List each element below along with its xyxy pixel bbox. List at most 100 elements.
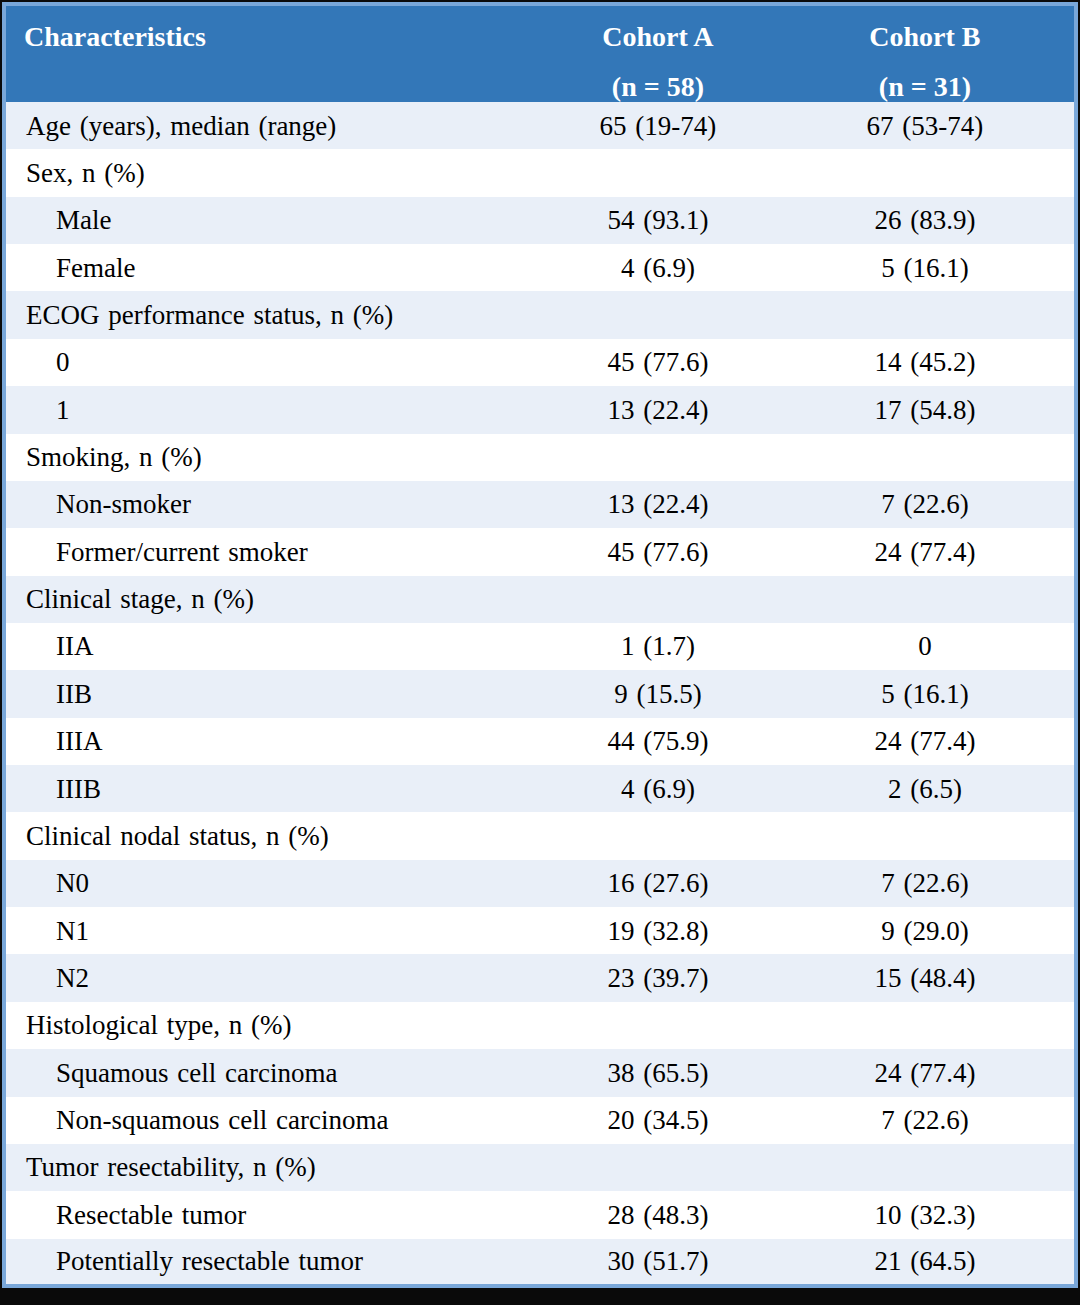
table-row: Resectable tumor 28 (48.3) 10 (32.3) bbox=[4, 1191, 1076, 1238]
cohort-b-value-cell: 14 (45.2) bbox=[776, 339, 1076, 386]
table-row: IIA 1 (1.7) 0 bbox=[4, 623, 1076, 670]
table-row: Age (years), median (range) 65 (19-74) 6… bbox=[4, 102, 1076, 149]
row-label-cell: Resectable tumor bbox=[4, 1191, 540, 1238]
cohort-a-value-cell: 19 (32.8) bbox=[540, 907, 776, 954]
cohort-b-value-cell bbox=[776, 1002, 1076, 1049]
table-row: Potentially resectable tumor 30 (51.7) 2… bbox=[4, 1239, 1076, 1286]
table-row: N1 19 (32.8) 9 (29.0) bbox=[4, 907, 1076, 954]
cohort-a-value-cell: 28 (48.3) bbox=[540, 1191, 776, 1238]
table-row: Squamous cell carcinoma 38 (65.5) 24 (77… bbox=[4, 1049, 1076, 1096]
table-frame: Characteristics Cohort A (n = 58) Cohort… bbox=[2, 2, 1078, 1288]
cohort-a-value-cell bbox=[540, 1002, 776, 1049]
cohort-a-value-cell bbox=[540, 434, 776, 481]
cohort-a-value-cell: 30 (51.7) bbox=[540, 1239, 776, 1286]
cohort-b-value-cell: 7 (22.6) bbox=[776, 860, 1076, 907]
row-label-cell: Tumor resectability, n (%) bbox=[4, 1144, 540, 1191]
cohort-a-value-cell: 16 (27.6) bbox=[540, 860, 776, 907]
table-row: Smoking, n (%) bbox=[4, 434, 1076, 481]
row-label-cell: Former/current smoker bbox=[4, 528, 540, 575]
table-row: IIIA 44 (75.9) 24 (77.4) bbox=[4, 718, 1076, 765]
cohort-b-n-label: (n = 31) bbox=[777, 73, 1073, 101]
table-row: Tumor resectability, n (%) bbox=[4, 1144, 1076, 1191]
table-row: Non-smoker 13 (22.4) 7 (22.6) bbox=[4, 481, 1076, 528]
cohort-b-value-cell: 15 (48.4) bbox=[776, 954, 1076, 1001]
row-label-cell: Clinical stage, n (%) bbox=[4, 576, 540, 623]
cohort-b-value-cell bbox=[776, 149, 1076, 196]
cohort-b-value-cell bbox=[776, 1144, 1076, 1191]
header-cell-cohort-b: Cohort B (n = 31) bbox=[776, 4, 1076, 102]
table-row: Clinical stage, n (%) bbox=[4, 576, 1076, 623]
cohort-b-value-cell bbox=[776, 434, 1076, 481]
cohort-b-value-cell: 2 (6.5) bbox=[776, 765, 1076, 812]
cohort-a-value-cell: 20 (34.5) bbox=[540, 1097, 776, 1144]
table-row: Male 54 (93.1) 26 (83.9) bbox=[4, 197, 1076, 244]
table-row: IIB 9 (15.5) 5 (16.1) bbox=[4, 670, 1076, 717]
cohort-a-value-cell: 38 (65.5) bbox=[540, 1049, 776, 1096]
cohort-a-value-cell: 23 (39.7) bbox=[540, 954, 776, 1001]
cohort-a-name-label: Cohort A bbox=[541, 23, 775, 51]
row-label-cell: Non-smoker bbox=[4, 481, 540, 528]
cohort-a-n-label: (n = 58) bbox=[541, 73, 775, 101]
cohort-a-value-cell: 65 (19-74) bbox=[540, 102, 776, 149]
row-label-cell: IIIB bbox=[4, 765, 540, 812]
table-header: Characteristics Cohort A (n = 58) Cohort… bbox=[4, 4, 1076, 102]
cohort-b-name-label: Cohort B bbox=[777, 23, 1073, 51]
table-row: Clinical nodal status, n (%) bbox=[4, 812, 1076, 859]
cohort-b-value-cell: 17 (54.8) bbox=[776, 386, 1076, 433]
header-row: Characteristics Cohort A (n = 58) Cohort… bbox=[4, 4, 1076, 102]
table-row: N2 23 (39.7) 15 (48.4) bbox=[4, 954, 1076, 1001]
cohort-a-value-cell: 4 (6.9) bbox=[540, 765, 776, 812]
row-label-cell: Female bbox=[4, 244, 540, 291]
table-row: IIIB 4 (6.9) 2 (6.5) bbox=[4, 765, 1076, 812]
cohort-a-value-cell: 45 (77.6) bbox=[540, 528, 776, 575]
row-label-cell: Clinical nodal status, n (%) bbox=[4, 812, 540, 859]
row-label-cell: IIA bbox=[4, 623, 540, 670]
cohort-a-value-cell bbox=[540, 576, 776, 623]
table-row: Non-squamous cell carcinoma 20 (34.5) 7 … bbox=[4, 1097, 1076, 1144]
cohort-a-value-cell bbox=[540, 1144, 776, 1191]
cohort-b-value-cell bbox=[776, 291, 1076, 338]
table-row: Sex, n (%) bbox=[4, 149, 1076, 196]
table-body: Age (years), median (range) 65 (19-74) 6… bbox=[4, 102, 1076, 1286]
table-row: Histological type, n (%) bbox=[4, 1002, 1076, 1049]
cohort-a-value-cell: 44 (75.9) bbox=[540, 718, 776, 765]
table-row: ECOG performance status, n (%) bbox=[4, 291, 1076, 338]
table-row: Former/current smoker 45 (77.6) 24 (77.4… bbox=[4, 528, 1076, 575]
row-label-cell: N1 bbox=[4, 907, 540, 954]
cohort-a-value-cell bbox=[540, 812, 776, 859]
cohort-a-value-cell: 9 (15.5) bbox=[540, 670, 776, 717]
header-cell-characteristics: Characteristics bbox=[4, 4, 540, 102]
row-label-cell: IIB bbox=[4, 670, 540, 717]
cohort-b-value-cell bbox=[776, 812, 1076, 859]
table-row: N0 16 (27.6) 7 (22.6) bbox=[4, 860, 1076, 907]
table-row: 1 13 (22.4) 17 (54.8) bbox=[4, 386, 1076, 433]
cohort-a-value-cell: 13 (22.4) bbox=[540, 481, 776, 528]
cohort-b-value-cell: 21 (64.5) bbox=[776, 1239, 1076, 1286]
row-label-cell: Male bbox=[4, 197, 540, 244]
cohort-a-value-cell: 1 (1.7) bbox=[540, 623, 776, 670]
table-row: Female 4 (6.9) 5 (16.1) bbox=[4, 244, 1076, 291]
row-label-cell: Smoking, n (%) bbox=[4, 434, 540, 481]
cohort-a-value-cell: 13 (22.4) bbox=[540, 386, 776, 433]
row-label-cell: ECOG performance status, n (%) bbox=[4, 291, 540, 338]
table-row: 0 45 (77.6) 14 (45.2) bbox=[4, 339, 1076, 386]
cohort-b-value-cell bbox=[776, 576, 1076, 623]
row-label-cell: Potentially resectable tumor bbox=[4, 1239, 540, 1286]
patient-characteristics-table: Characteristics Cohort A (n = 58) Cohort… bbox=[2, 2, 1078, 1288]
cohort-b-value-cell: 67 (53-74) bbox=[776, 102, 1076, 149]
row-label-cell: 1 bbox=[4, 386, 540, 433]
cohort-b-value-cell: 5 (16.1) bbox=[776, 670, 1076, 717]
cohort-a-value-cell: 4 (6.9) bbox=[540, 244, 776, 291]
cohort-b-value-cell: 7 (22.6) bbox=[776, 1097, 1076, 1144]
cohort-a-value-cell bbox=[540, 291, 776, 338]
cohort-b-value-cell: 5 (16.1) bbox=[776, 244, 1076, 291]
cohort-b-value-cell: 7 (22.6) bbox=[776, 481, 1076, 528]
cohort-b-value-cell: 10 (32.3) bbox=[776, 1191, 1076, 1238]
row-label-cell: N0 bbox=[4, 860, 540, 907]
cohort-a-value-cell: 45 (77.6) bbox=[540, 339, 776, 386]
cohort-b-value-cell: 24 (77.4) bbox=[776, 718, 1076, 765]
cohort-b-value-cell: 9 (29.0) bbox=[776, 907, 1076, 954]
row-label-cell: Histological type, n (%) bbox=[4, 1002, 540, 1049]
header-cell-cohort-a: Cohort A (n = 58) bbox=[540, 4, 776, 102]
cohort-b-value-cell: 24 (77.4) bbox=[776, 528, 1076, 575]
